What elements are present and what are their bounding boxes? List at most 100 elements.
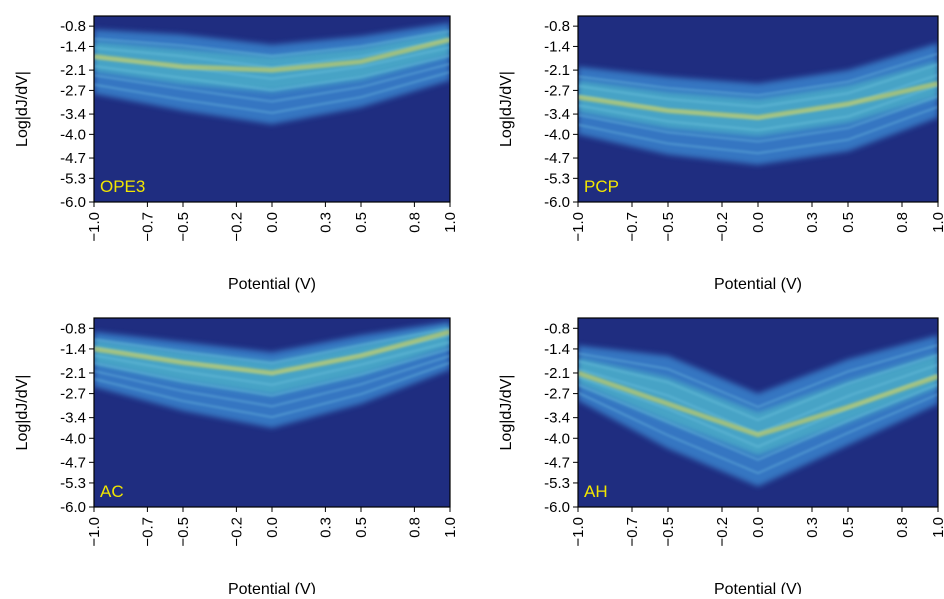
- y-tick-label: -5.3: [544, 475, 570, 492]
- y-tick-label: -3.4: [60, 410, 86, 427]
- streak-line: [94, 71, 450, 114]
- x-tick-label: 0.0: [750, 212, 767, 233]
- panel-ac: -0.8 -1.4 -2.1 -2.7 -3.4 -4.0 -4.7 -5.3 -6.0−1.0…: [14, 317, 459, 598]
- y-tick-label: -0.8: [544, 18, 570, 35]
- y-tick-label: -6.0: [60, 194, 86, 211]
- streak-line: [578, 63, 938, 108]
- x-tick-label: −1.0: [570, 212, 587, 242]
- y-axis-label: Log|dJ/dV|: [14, 375, 31, 451]
- x-tick-label: 0.8: [894, 517, 911, 538]
- peak-ridge: [578, 370, 938, 438]
- y-axis-label: Log|dJ/dV|: [498, 71, 515, 147]
- streak-line: [578, 84, 938, 131]
- x-tick-label: 0.0: [264, 517, 281, 538]
- x-tick-label: 0.8: [406, 517, 423, 538]
- streak-line: [578, 52, 938, 97]
- streak-line: [94, 355, 450, 408]
- y-tick-label: -4.7: [544, 454, 570, 471]
- x-tick-label: −0.7: [139, 212, 156, 242]
- x-tick-label: 0.3: [317, 517, 334, 538]
- x-axis-label: Potential (V): [228, 276, 316, 293]
- x-tick-label: 0.5: [353, 212, 370, 233]
- y-tick-label: -0.8: [544, 320, 570, 337]
- streak-line: [578, 95, 938, 143]
- x-tick-label: 0.8: [894, 212, 911, 233]
- y-tick-label: -2.1: [544, 62, 570, 79]
- y-tick-label: -2.7: [60, 82, 86, 99]
- panel-label: OPE3: [100, 177, 145, 196]
- x-axis-label: Potential (V): [714, 276, 802, 293]
- x-tick-label: −1.0: [86, 517, 103, 547]
- x-tick-label: −0.7: [624, 212, 641, 242]
- panel-pcp: -0.8 -1.4 -2.1 -2.7 -3.4 -4.0 -4.7 -5.3 -6.0−1.0…: [498, 15, 944, 293]
- streak-line: [578, 383, 938, 461]
- y-tick-label: -0.8: [60, 320, 86, 337]
- y-tick-label: -1.4: [544, 341, 570, 358]
- panel-label: PCP: [584, 177, 619, 196]
- x-tick-label: −0.5: [175, 212, 192, 242]
- y-tick-label: -4.0: [60, 126, 86, 143]
- y-axis-label: Log|dJ/dV|: [14, 71, 31, 147]
- panel-ope3: -0.8 -1.4 -2.1 -2.7 -3.4 -4.0 -4.7 -5.3 -6.0−1.0…: [14, 15, 459, 293]
- y-tick-label: -6.0: [544, 194, 570, 211]
- y-tick-label: -4.0: [544, 430, 570, 447]
- streak-line: [94, 63, 450, 103]
- x-tick-label: 1.0: [930, 517, 944, 538]
- y-tick-label: -4.7: [60, 150, 86, 167]
- x-tick-label: −1.0: [86, 212, 103, 242]
- x-tick-label: 1.0: [442, 517, 459, 538]
- peak-ridge: [578, 81, 938, 121]
- streak-line: [578, 344, 938, 408]
- intensity-band-core: [578, 61, 938, 137]
- streak-line: [578, 354, 938, 421]
- y-tick-label: -5.3: [544, 170, 570, 187]
- y-tick-label: -0.8: [60, 18, 86, 35]
- x-tick-label: 0.0: [750, 517, 767, 538]
- y-tick-label: -1.4: [60, 38, 86, 55]
- x-tick-label: 1.0: [442, 212, 459, 233]
- streak-line: [578, 106, 938, 155]
- x-tick-label: 0.3: [804, 212, 821, 233]
- streak-line: [94, 54, 450, 92]
- y-tick-label: -2.7: [544, 386, 570, 403]
- panel-ah: -0.8 -1.4 -2.1 -2.7 -3.4 -4.0 -4.7 -5.3 -6.0−1.0…: [498, 317, 944, 598]
- y-tick-label: -2.7: [60, 386, 86, 403]
- y-tick-label: -5.3: [60, 475, 86, 492]
- y-tick-label: -4.0: [544, 126, 570, 143]
- x-tick-label: 0.8: [406, 212, 423, 233]
- y-tick-label: -4.0: [60, 430, 86, 447]
- x-tick-label: −0.2: [714, 517, 731, 547]
- x-tick-label: 0.5: [353, 517, 370, 538]
- x-tick-label: −0.7: [139, 517, 156, 547]
- peak-ridge: [94, 37, 450, 73]
- x-axis-label: Potential (V): [228, 581, 316, 594]
- y-tick-label: -2.1: [60, 62, 86, 79]
- x-tick-label: −0.5: [660, 517, 677, 547]
- x-tick-label: 0.0: [264, 212, 281, 233]
- x-tick-label: 0.5: [840, 212, 857, 233]
- peak-ridge: [94, 329, 450, 376]
- y-tick-label: -1.4: [60, 341, 86, 358]
- x-tick-label: −0.2: [714, 212, 731, 242]
- heatmap-area: [578, 335, 938, 487]
- streak-line: [94, 348, 450, 397]
- streak-line: [94, 341, 450, 386]
- y-tick-label: -3.4: [60, 106, 86, 123]
- x-tick-label: −0.2: [228, 212, 245, 242]
- streak-line: [578, 391, 938, 474]
- y-tick-label: -5.3: [60, 170, 86, 187]
- streak-line: [94, 38, 450, 69]
- x-tick-label: 0.3: [804, 517, 821, 538]
- y-tick-label: -1.4: [544, 38, 570, 55]
- y-tick-label: -4.7: [544, 150, 570, 167]
- y-tick-label: -2.7: [544, 82, 570, 99]
- intensity-band-core: [94, 326, 450, 395]
- x-tick-label: −1.0: [570, 517, 587, 547]
- intensity-band: [578, 335, 938, 487]
- heatmap-area: [94, 22, 450, 125]
- heatmap-area: [94, 321, 450, 428]
- x-tick-label: 0.5: [840, 517, 857, 538]
- heatmap-area: [578, 43, 938, 165]
